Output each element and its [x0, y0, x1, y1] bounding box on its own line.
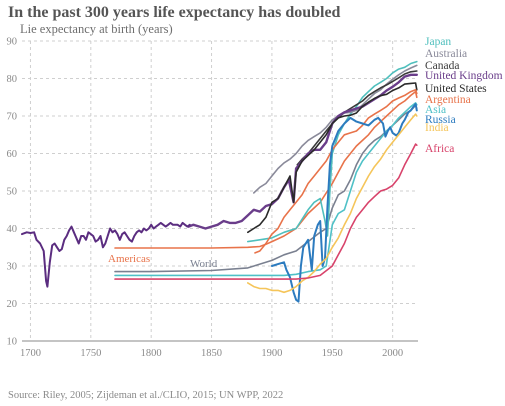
series-label-canada: Canada — [425, 60, 459, 72]
y-tick-label: 80 — [7, 74, 18, 85]
series-label-africa: Africa — [425, 143, 454, 155]
series-line-world — [114, 104, 418, 273]
series-line-japan — [247, 60, 418, 243]
series-label-united-kingdom: United Kingdom — [425, 70, 503, 82]
axis-ticks: 10 20 30 40 50 60 70 80 90 1700 1750 1800 1850 1900 19… — [7, 37, 404, 360]
gridlines — [22, 40, 418, 341]
series-line-asia — [114, 102, 418, 277]
series-line-americas — [114, 90, 418, 249]
series-label-asia: Asia — [425, 104, 446, 116]
chart-subtitle: Lie expectancy at birth (years) — [20, 22, 173, 36]
chart-source: Source: Riley, 2005; Zijdeman et al./CLI… — [8, 390, 283, 401]
series-label-australia: Australia — [425, 48, 467, 60]
x-tick-label: 1850 — [201, 348, 222, 359]
series-lines — [21, 60, 418, 303]
series-label-americas: Americas — [108, 253, 150, 265]
y-tick-label: 70 — [7, 112, 18, 123]
series-label-russia: Russia — [425, 114, 456, 126]
chart-title: In the past 300 years life expectancy ha… — [8, 4, 341, 21]
x-tick-label: 1950 — [322, 348, 343, 359]
y-tick-label: 90 — [7, 37, 18, 48]
series-label-japan: Japan — [425, 36, 451, 48]
y-tick-label: 50 — [7, 187, 18, 198]
y-tick-label: 40 — [7, 224, 18, 235]
series-line-argentina — [254, 89, 418, 254]
series-line-united-states — [247, 82, 418, 234]
x-tick-label: 1800 — [141, 348, 162, 359]
x-tick-label: 1750 — [80, 348, 101, 359]
y-tick-label: 10 — [7, 337, 18, 348]
series-line-africa — [114, 143, 418, 280]
series-line-united-kingdom — [187, 73, 418, 230]
y-tick-label: 30 — [7, 262, 18, 273]
series-line-russia — [270, 103, 418, 303]
x-tick-label: 1700 — [20, 348, 41, 359]
series-line-india — [247, 113, 418, 294]
series-line-historical-britain — [21, 221, 191, 288]
series-line-canada — [296, 70, 418, 166]
y-tick-label: 20 — [7, 299, 18, 310]
series-label-united-states: United States — [425, 83, 487, 95]
series-label-world: World — [190, 258, 218, 270]
series-label-argentina: Argentina — [425, 94, 471, 106]
y-tick-label: 60 — [7, 149, 18, 160]
x-tick-label: 2000 — [382, 348, 403, 359]
series-label-india: India — [425, 122, 449, 134]
x-tick-label: 1900 — [261, 348, 282, 359]
